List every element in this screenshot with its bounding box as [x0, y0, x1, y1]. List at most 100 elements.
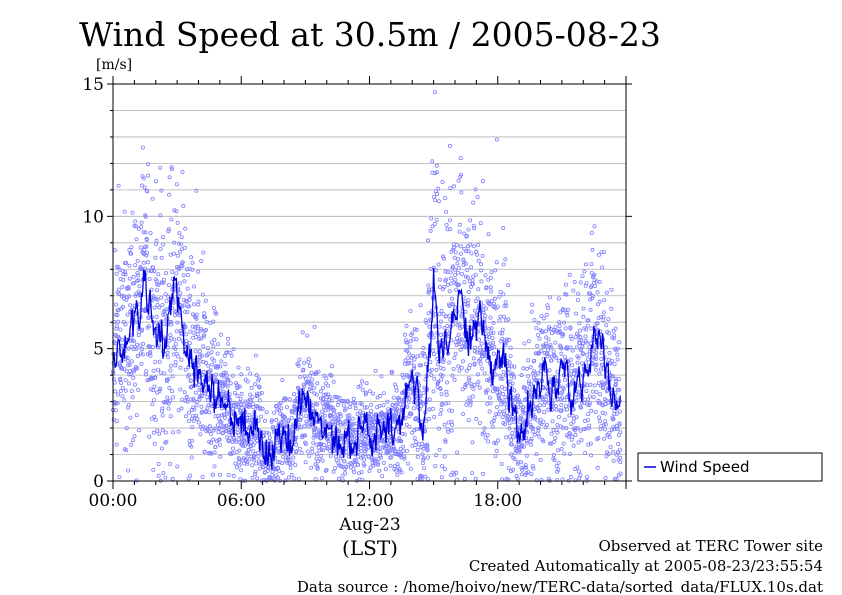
scatter-point [256, 450, 261, 455]
scatter-point [471, 200, 476, 205]
scatter-point [594, 390, 599, 395]
scatter-point [413, 439, 418, 444]
scatter-point [262, 418, 267, 423]
scatter-point [245, 459, 250, 464]
scatter-point [194, 403, 199, 408]
scatter-point [228, 381, 233, 386]
scatter-point [345, 413, 350, 418]
scatter-point [196, 299, 201, 304]
scatter-point [129, 251, 134, 256]
scatter-point [526, 358, 531, 363]
scatter-point [573, 432, 578, 437]
scatter-point [405, 356, 410, 361]
scatter-point [482, 426, 487, 431]
scatter-point [163, 271, 168, 276]
scatter-point [511, 467, 516, 472]
scatter-point [328, 448, 333, 453]
scatter-point [565, 407, 570, 412]
scatter-point [536, 426, 541, 431]
scatter-point [485, 432, 490, 437]
scatter-point [151, 430, 156, 435]
scatter-point [165, 294, 170, 299]
scatter-point [347, 405, 352, 410]
scatter-point [360, 387, 365, 392]
scatter-point [160, 428, 165, 433]
scatter-point [156, 461, 161, 466]
scatter-point [259, 390, 264, 395]
scatter-point [128, 303, 133, 308]
scatter-point [327, 394, 332, 399]
scatter-point [488, 285, 493, 290]
scatter-point [191, 398, 196, 403]
scatter-point [557, 320, 562, 325]
scatter-point [245, 451, 250, 456]
scatter-point [507, 426, 512, 431]
scatter-point [545, 348, 550, 353]
scatter-point [112, 380, 117, 385]
scatter-point [555, 369, 560, 374]
scatter-point [601, 310, 606, 315]
footer-created-time: Created Automatically at 2005-08-23/23:5… [469, 557, 823, 575]
scatter-point [202, 333, 207, 338]
scatter-point [152, 414, 157, 419]
scatter-point [178, 387, 183, 392]
scatter-point [136, 273, 141, 278]
scatter-point [259, 414, 264, 419]
scatter-point [569, 369, 574, 374]
scatter-point [130, 438, 135, 443]
scatter-point [579, 337, 584, 342]
scatter-point [607, 435, 612, 440]
scatter-point [585, 323, 590, 328]
scatter-point [166, 376, 171, 381]
scatter-point [544, 312, 549, 317]
scatter-point [418, 303, 423, 308]
scatter-point [364, 447, 369, 452]
scatter-point [587, 423, 592, 428]
scatter-point [124, 426, 129, 431]
scatter-point [552, 457, 557, 462]
scatter-point [175, 320, 180, 325]
scatter-point [135, 258, 140, 263]
scatter-point [460, 271, 465, 276]
scatter-point [405, 348, 410, 353]
scatter-point [512, 364, 517, 369]
scatter-point [304, 413, 309, 418]
scatter-point [196, 269, 201, 274]
scatter-point [207, 439, 212, 444]
scatter-point [536, 320, 541, 325]
scatter-point [167, 192, 172, 197]
scatter-point [475, 372, 480, 377]
scatter-point [252, 440, 257, 445]
scatter-point [508, 452, 513, 457]
scatter-point [580, 361, 585, 366]
scatter-point [168, 252, 173, 257]
scatter-point [237, 448, 242, 453]
scatter-point [237, 463, 242, 468]
scatter-point [594, 356, 599, 361]
scatter-point [596, 435, 601, 440]
scatter-point [492, 344, 497, 349]
scatter-point [147, 276, 152, 281]
scatter-point [222, 424, 227, 429]
scatter-point [531, 429, 536, 434]
scatter-point [559, 409, 564, 414]
scatter-point [356, 462, 361, 467]
scatter-point [184, 394, 189, 399]
scatter-point [421, 401, 426, 406]
scatter-point [543, 398, 548, 403]
scatter-point [128, 415, 133, 420]
scatter-point [322, 443, 327, 448]
scatter-point [193, 324, 198, 329]
scatter-point [501, 411, 506, 416]
scatter-point [412, 436, 417, 441]
scatter-point [173, 359, 178, 364]
scatter-point [499, 385, 504, 390]
scatter-point [469, 265, 474, 270]
scatter-point [556, 467, 561, 472]
scatter-point [319, 453, 324, 458]
scatter-point [179, 357, 184, 362]
scatter-point [494, 411, 499, 416]
scatter-point [523, 463, 528, 468]
scatter-point [156, 473, 161, 478]
scatter-point [223, 362, 228, 367]
